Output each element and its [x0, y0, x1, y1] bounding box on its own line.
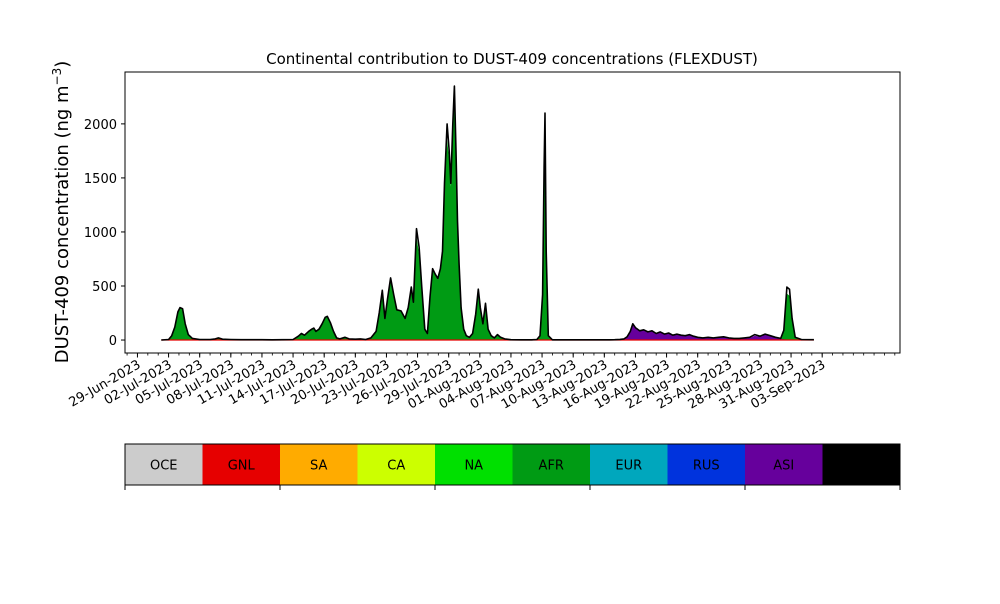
colorbar-swatch-sa [280, 444, 358, 485]
colorbar-label-eur: EUR [615, 459, 642, 474]
colorbar-label-rus: RUS [693, 459, 720, 474]
y-axis-ticks: 0 500 1000 1500 2000 [84, 118, 125, 349]
colorbar-label-gnl: GNL [228, 459, 256, 474]
colorbar-swatch-na [435, 444, 513, 485]
colorbar-label-asi: ASI [773, 459, 794, 474]
colorbar-swatch-eur [590, 444, 668, 485]
colorbar-label-ca: CA [387, 459, 405, 474]
colorbar-frame [124, 443, 901, 486]
colorbar-swatch-rus [667, 444, 746, 485]
y-axis-label: DUST-409 concentration (ng m−3) [50, 61, 73, 364]
y-tick-label: 500 [92, 280, 117, 295]
colorbar-label-afr: AFR [539, 459, 564, 474]
colorbar-label-aus: AUS [848, 459, 875, 474]
colorbar-label-oce: OCE [150, 459, 178, 474]
y-axis-label-close: ) [52, 61, 73, 68]
area-asi [609, 324, 814, 340]
colorbar-swatch-aus [822, 444, 901, 485]
plot-frame [124, 71, 901, 354]
y-tick-label: 0 [109, 334, 117, 349]
colorbar-swatch-asi [745, 444, 823, 485]
colorbar-label-sa: SA [310, 459, 327, 474]
colorbar-swatch-gnl [202, 444, 281, 485]
y-tick-label: 2000 [84, 118, 117, 133]
chart-title: Continental contribution to DUST-409 con… [266, 50, 758, 68]
region-colorbar: OCE GNL SA CA NA AFR EUR RUS ASI AUS [124, 443, 901, 490]
colorbar-swatch-ca [357, 444, 436, 485]
y-tick-label: 1500 [84, 172, 117, 187]
line-aus [161, 85, 814, 341]
y-axis-label-exponent: −3 [50, 68, 64, 86]
colorbar-swatch-oce [125, 444, 203, 485]
area-afr [161, 96, 814, 341]
plot-areas [161, 96, 814, 341]
colorbar-swatch-afr [512, 444, 591, 485]
svg-text:DUST-409 concentration (ng m−3: DUST-409 concentration (ng m−3) [50, 61, 73, 364]
plot-lines [161, 85, 814, 341]
x-axis-ticks: 29-Jun-202302-Jul-202305-Jul-202308-Jul-… [67, 353, 896, 413]
colorbar-label-na: NA [464, 459, 483, 474]
y-axis-label-text: DUST-409 concentration (ng m [52, 85, 73, 363]
y-tick-label: 1000 [84, 226, 117, 241]
